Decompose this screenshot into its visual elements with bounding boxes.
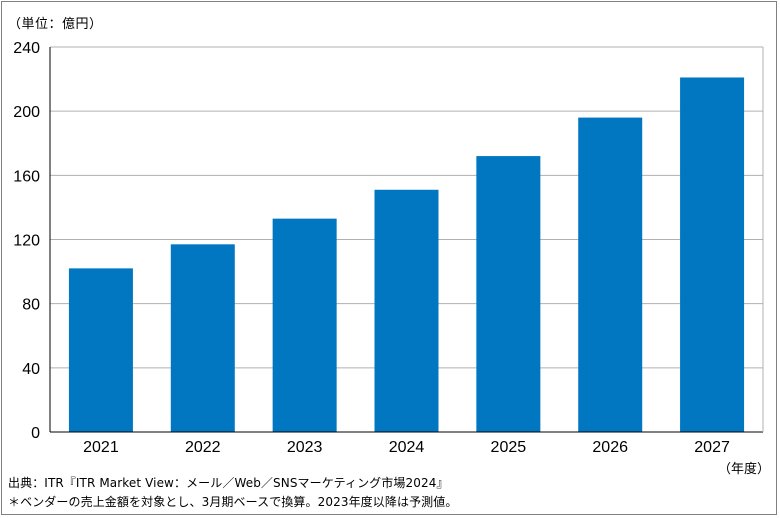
bars	[68, 77, 745, 433]
bar-2027	[680, 77, 745, 433]
x-unit-label: （年度）	[718, 462, 771, 477]
bar-2021	[68, 268, 133, 432]
y-tick-label: 40	[22, 361, 40, 378]
y-tick-label: 160	[13, 168, 40, 185]
bar-2022	[170, 244, 235, 432]
x-tick-label: 2021	[83, 439, 119, 456]
y-tick-label: 80	[22, 297, 40, 314]
x-tick-label: 2025	[491, 439, 527, 456]
y-tick-labels: 0 40 80 120 160 200 240	[13, 40, 40, 442]
x-tick-label: 2027	[694, 439, 730, 456]
footnote: ＊ベンダーの売上金額を対象とし、3月期ベースで換算。2023年度以降は予測値。	[8, 495, 458, 509]
bar-2023	[272, 218, 337, 432]
y-tick-label: 200	[13, 104, 40, 121]
source-note: 出典：ITR『ITR Market View：メール／Web／SNSマーケティン…	[8, 476, 449, 490]
bar-2024	[374, 189, 439, 432]
axes	[49, 47, 764, 433]
x-tick-label: 2024	[389, 439, 425, 456]
x-tick-label: 2022	[185, 439, 221, 456]
x-tick-labels: 2021 2022 2023 2024 2025 2026 2027	[83, 439, 730, 456]
x-tick-label: 2023	[287, 439, 323, 456]
bar-2026	[578, 117, 643, 432]
bar-2025	[476, 156, 541, 433]
y-tick-label: 240	[13, 40, 40, 57]
y-tick-label: 120	[13, 233, 40, 250]
x-tick-label: 2026	[592, 439, 628, 456]
y-tick-label: 0	[31, 425, 40, 442]
y-unit-label: （単位：億円）	[8, 17, 103, 32]
